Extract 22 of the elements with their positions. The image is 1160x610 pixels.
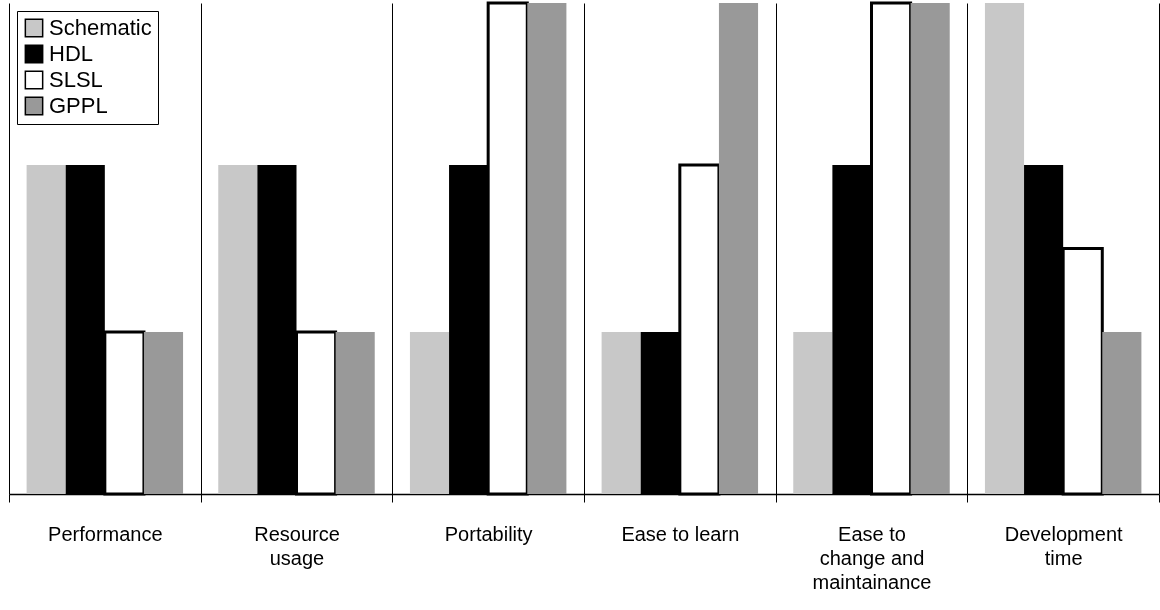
bar bbox=[910, 3, 950, 494]
x-tick-label: Resource usage bbox=[254, 522, 340, 569]
legend-label: SLSL bbox=[49, 67, 103, 92]
bar bbox=[409, 331, 450, 494]
x-tick-label: Ease to change and maintainance bbox=[812, 522, 932, 593]
bar bbox=[527, 3, 567, 494]
bar bbox=[601, 331, 641, 494]
bar bbox=[984, 3, 1025, 494]
x-tick-label: Development time bbox=[1004, 522, 1124, 569]
bar bbox=[26, 165, 66, 494]
bar bbox=[793, 331, 833, 494]
bar bbox=[718, 3, 759, 494]
x-tick-label: Ease to learn bbox=[621, 522, 740, 545]
bar bbox=[143, 331, 184, 494]
legend-label: GPPL bbox=[49, 93, 108, 118]
bar bbox=[218, 165, 258, 494]
x-tick-label: Portability bbox=[444, 522, 533, 545]
x-tick-label: Performance bbox=[48, 522, 163, 545]
bar bbox=[1102, 331, 1142, 494]
bar bbox=[335, 331, 375, 494]
legend-label: Schematic bbox=[49, 15, 152, 40]
legend-label: HDL bbox=[49, 41, 94, 66]
